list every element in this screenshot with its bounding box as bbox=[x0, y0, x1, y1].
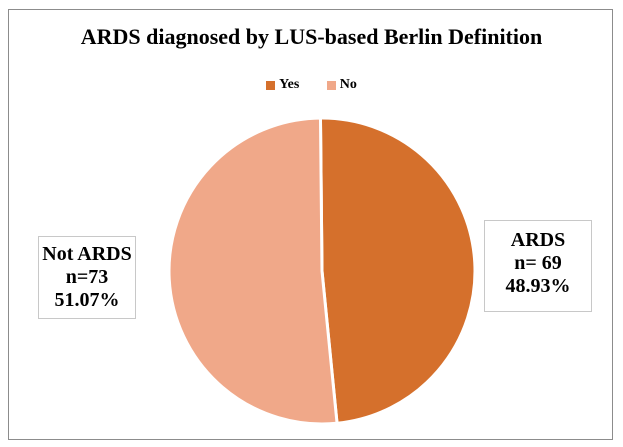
legend-item-yes: Yes bbox=[266, 77, 299, 93]
data-label-not-ards-line3: 51.07% bbox=[54, 289, 120, 311]
legend-item-no: No bbox=[326, 77, 357, 93]
legend-swatch-yes bbox=[266, 80, 276, 90]
data-label-ards-line3: 48.93% bbox=[505, 275, 571, 297]
pie-slice-no bbox=[167, 116, 339, 426]
data-label-not-ards-line1: Not ARDS bbox=[42, 243, 132, 265]
data-label-not-ards: Not ARDS n=73 51.07% bbox=[38, 236, 136, 319]
pie-slice-yes bbox=[318, 116, 477, 425]
legend-label-no: No bbox=[339, 77, 357, 92]
legend-label-yes: Yes bbox=[279, 77, 300, 92]
chart-legend: Yes No bbox=[0, 77, 623, 95]
data-label-ards-line2: n= 69 bbox=[514, 252, 562, 274]
data-label-ards: ARDS n= 69 48.93% bbox=[484, 220, 592, 312]
data-label-not-ards-line2: n=73 bbox=[65, 266, 109, 288]
legend-swatch-no bbox=[326, 80, 336, 90]
data-label-ards-line1: ARDS bbox=[510, 229, 566, 251]
chart-title: ARDS diagnosed by LUS-based Berlin Defin… bbox=[80, 24, 543, 49]
